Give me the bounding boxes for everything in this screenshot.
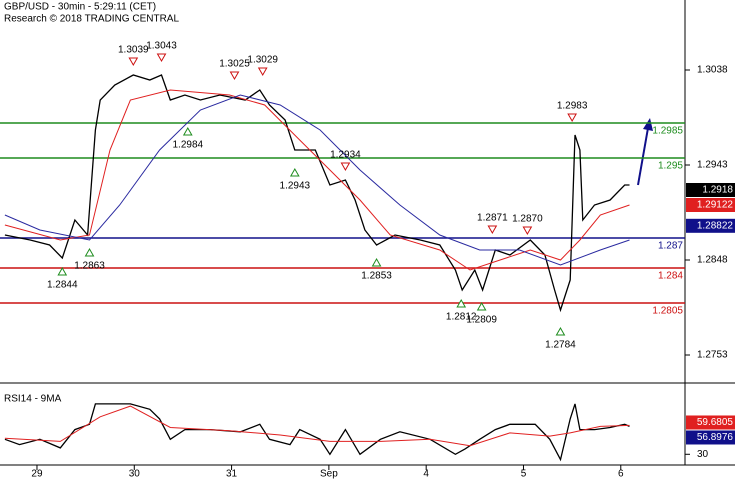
price-tag-label: 56.8976 xyxy=(697,432,734,443)
x-tick-label: 30 xyxy=(129,469,141,480)
pivot-marker xyxy=(567,113,577,123)
pivot-label: 1.2844 xyxy=(47,280,78,291)
pivot-marker xyxy=(476,301,487,311)
pivot-marker xyxy=(257,67,268,77)
pivot-label: 1.2812 xyxy=(446,312,477,323)
pivot-label: 1.2983 xyxy=(557,101,588,112)
pivot-marker xyxy=(371,257,382,267)
x-tick-label: 29 xyxy=(31,469,43,480)
x-tick-label: 4 xyxy=(423,469,429,480)
pivot-marker xyxy=(84,247,95,257)
x-tick-label: Sep xyxy=(320,469,338,480)
price-tag xyxy=(686,183,735,197)
x-tick-label: 5 xyxy=(521,469,527,480)
chart-subtitle: Research © 2018 TRADING CENTRAL xyxy=(4,14,179,25)
pivot-marker xyxy=(522,226,533,236)
pivot-marker xyxy=(456,298,467,308)
pivot-marker xyxy=(128,57,139,67)
pivot-marker xyxy=(57,266,68,276)
pivot-label: 1.3029 xyxy=(247,55,278,66)
x-tick-label: 6 xyxy=(618,469,624,480)
level-label: 1.2985 xyxy=(652,126,683,137)
rsi-title: RSI14 - 9MA xyxy=(4,394,62,405)
pivot-label: 1.2863 xyxy=(74,261,105,272)
pivot-label: 1.2934 xyxy=(330,150,361,161)
y-tick-label: 1.3038 xyxy=(697,65,728,76)
pivot-marker xyxy=(156,53,167,63)
price-tag-label: 1.29122 xyxy=(697,200,734,211)
series-line xyxy=(4,94,630,266)
price-tag xyxy=(686,198,735,212)
chart-title: GBP/USD - 30min - 5:29:11 (CET) xyxy=(4,2,156,13)
pivot-marker xyxy=(289,167,300,177)
pivot-marker xyxy=(555,326,566,336)
forecast-arrow xyxy=(637,118,653,186)
pivot-marker xyxy=(487,225,498,235)
price-tag-label: 1.28822 xyxy=(697,220,734,231)
y-tick-label: 1.2943 xyxy=(697,160,728,171)
price-tag xyxy=(686,218,735,233)
pivot-label: 1.2784 xyxy=(545,340,576,351)
pivot-label: 1.2809 xyxy=(466,315,497,326)
y-tick-label: 1.2753 xyxy=(697,350,728,361)
pivot-label: 1.3043 xyxy=(146,41,177,52)
pivot-label: 1.2870 xyxy=(512,214,543,225)
pivot-marker xyxy=(182,126,193,136)
series-line xyxy=(4,89,630,271)
pivot-label: 1.2871 xyxy=(477,213,508,224)
pivot-label: 1.2853 xyxy=(361,271,392,282)
level-label: 1.2805 xyxy=(652,306,683,317)
y-tick-label: 1.2848 xyxy=(697,255,728,266)
x-tick-label: 31 xyxy=(226,469,238,480)
series-line xyxy=(4,403,630,462)
price-tag xyxy=(686,415,735,430)
price-tag-label: 1.2918 xyxy=(702,185,733,196)
level-label: 1.284 xyxy=(658,271,683,282)
level-label: 1.287 xyxy=(658,241,683,252)
y-tick-label: 30 xyxy=(697,449,709,460)
pivot-label: 1.2984 xyxy=(172,140,203,151)
level-label: 1.295 xyxy=(658,161,683,172)
pivot-label: 1.2943 xyxy=(280,181,311,192)
price-tag xyxy=(686,430,735,445)
series-line xyxy=(4,405,630,447)
price-tag-label: 59.6805 xyxy=(697,417,734,428)
pivot-marker xyxy=(229,71,240,81)
pivot-label: 1.3039 xyxy=(118,45,149,56)
pivot-marker xyxy=(340,162,351,172)
pivot-label: 1.3025 xyxy=(219,59,250,70)
